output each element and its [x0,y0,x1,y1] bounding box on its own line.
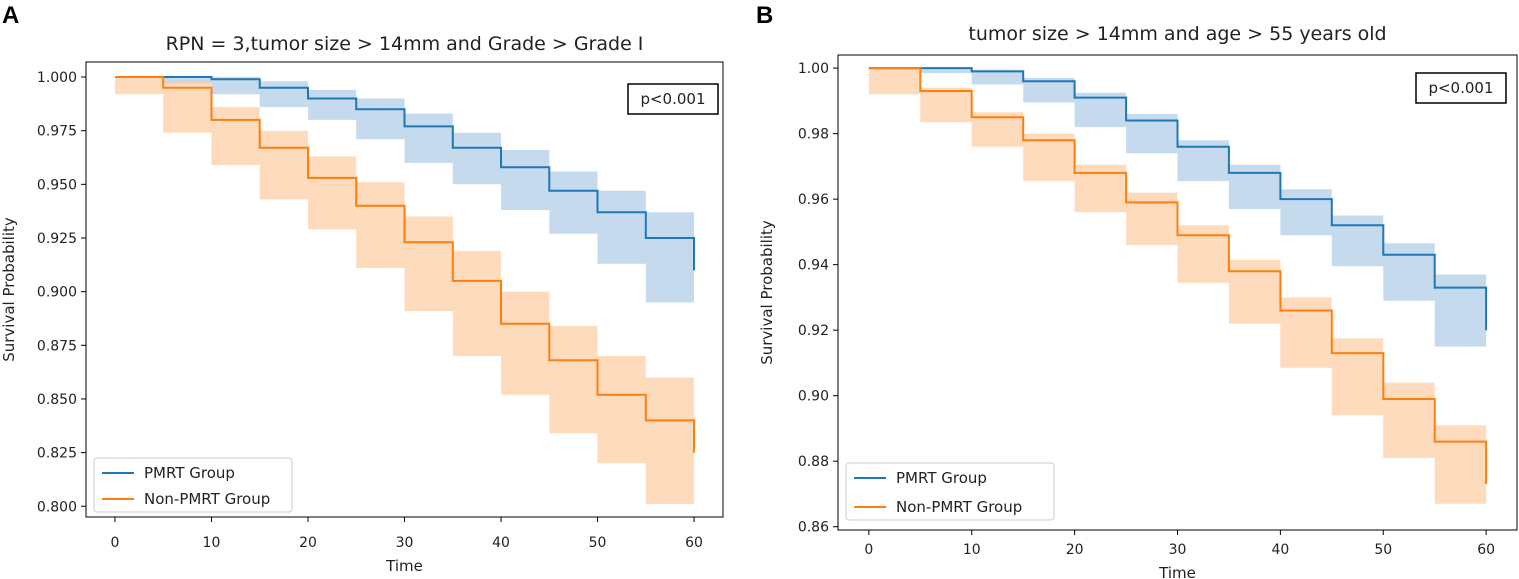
x-tick-label: 10 [963,542,981,558]
y-tick-label: 0.88 [798,454,829,470]
x-tick-label: 30 [396,535,414,551]
y-tick-label: 0.975 [37,124,77,140]
y-tick-label: 1.000 [37,70,77,86]
chart-title: RPN = 3,tumor size > 14mm and Grade > Gr… [166,33,644,55]
y-tick-label: 0.925 [37,231,77,247]
x-tick-label: 40 [492,535,510,551]
y-axis-label: Survival Probability [0,217,18,362]
x-tick-label: 0 [864,542,873,558]
legend-label-pmrt: PMRT Group [896,469,987,487]
panel-label: A [2,2,19,29]
x-tick-label: 50 [1374,542,1392,558]
y-tick-label: 1.00 [798,61,829,77]
panel-label: B [756,2,773,29]
legend: PMRT Group Non-PMRT Group [93,457,293,513]
x-axis-label: Time [1158,564,1196,579]
y-tick-label: 0.800 [37,499,77,515]
y-tick-label: 0.950 [37,177,77,193]
annotation-box [1415,72,1507,104]
legend-label-non-pmrt: Non-PMRT Group [896,498,1022,516]
y-axis-label: Survival Probability [758,220,776,365]
x-tick-label: 20 [299,535,317,551]
x-tick-label: 0 [110,535,119,551]
p-value-text: p<0.001 [640,90,705,108]
y-tick-label: 0.875 [37,338,77,354]
legend-label-non-pmrt: Non-PMRT Group [144,490,270,508]
chart-title: tumor size > 14mm and age > 55 years old [968,23,1386,45]
p-value-text: p<0.001 [1428,79,1493,97]
y-tick-label: 0.900 [37,285,77,301]
x-tick-label: 30 [1169,542,1187,558]
annotation-box [627,83,719,115]
y-tick-label: 0.98 [798,127,829,143]
legend: PMRT Group Non-PMRT Group [845,462,1055,521]
plot-area [115,76,695,505]
survival-line-non-pmrt [868,67,1488,485]
p-value-annotation: p<0.001 [1415,72,1507,104]
x-tick-label: 50 [589,535,607,551]
p-value-annotation: p<0.001 [627,83,719,115]
legend-label-pmrt: PMRT Group [144,464,235,482]
survival-line-non-pmrt [115,76,695,453]
ci-band-non-pmrt [868,68,1487,504]
plot-area [868,67,1488,504]
legend-box [845,462,1055,521]
x-axis-label: Time [385,557,423,575]
y-tick-label: 0.825 [37,446,77,462]
x-tick-label: 60 [1477,542,1495,558]
survival-line-pmrt [868,67,1488,331]
y-tick-label: 0.850 [37,392,77,408]
legend-box [93,457,293,513]
y-tick-label: 0.94 [798,258,829,274]
y-tick-label: 0.92 [798,323,829,339]
survival-line-pmrt [115,76,695,271]
y-tick-label: 0.86 [798,520,829,536]
x-tick-label: 10 [203,535,221,551]
x-tick-label: 20 [1066,542,1084,558]
y-tick-label: 0.96 [798,192,829,208]
panel-a: A RPN = 3,tumor size > 14mm and Grade > G… [0,2,724,575]
x-tick-label: 40 [1271,542,1289,558]
x-tick-label: 60 [685,535,703,551]
ci-band-non-pmrt [115,77,694,505]
y-tick-label: 0.90 [798,389,829,405]
